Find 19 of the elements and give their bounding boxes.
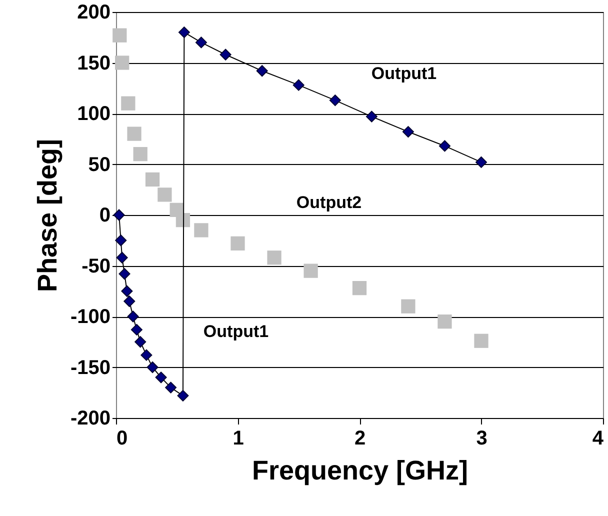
y-tick-label: -150 — [70, 356, 110, 379]
y-tick-label: 0 — [99, 204, 110, 226]
y-axis-title: Phase [deg] — [32, 138, 62, 292]
y-tick-label: -50 — [82, 255, 110, 278]
y-tick-label: -200 — [70, 408, 110, 430]
x-tick-label: 1 — [232, 428, 244, 450]
x-tick-label: 4 — [592, 428, 604, 450]
y-tick-label: 50 — [88, 154, 110, 176]
y-tick-label: 100 — [77, 103, 110, 125]
x-tick-label: 2 — [354, 428, 366, 450]
annotation: Output2 — [296, 193, 362, 212]
annotation: Output1 — [371, 64, 437, 83]
annotation: Output1 — [203, 322, 269, 341]
x-tick-label: 3 — [476, 428, 488, 450]
x-tick-label: 0 — [116, 428, 128, 450]
x-axis-title: Frequency [GHz] — [252, 456, 468, 486]
y-tick-label: -100 — [70, 306, 110, 328]
y-tick-label: 150 — [77, 52, 110, 74]
y-tick-label: 200 — [77, 2, 110, 24]
